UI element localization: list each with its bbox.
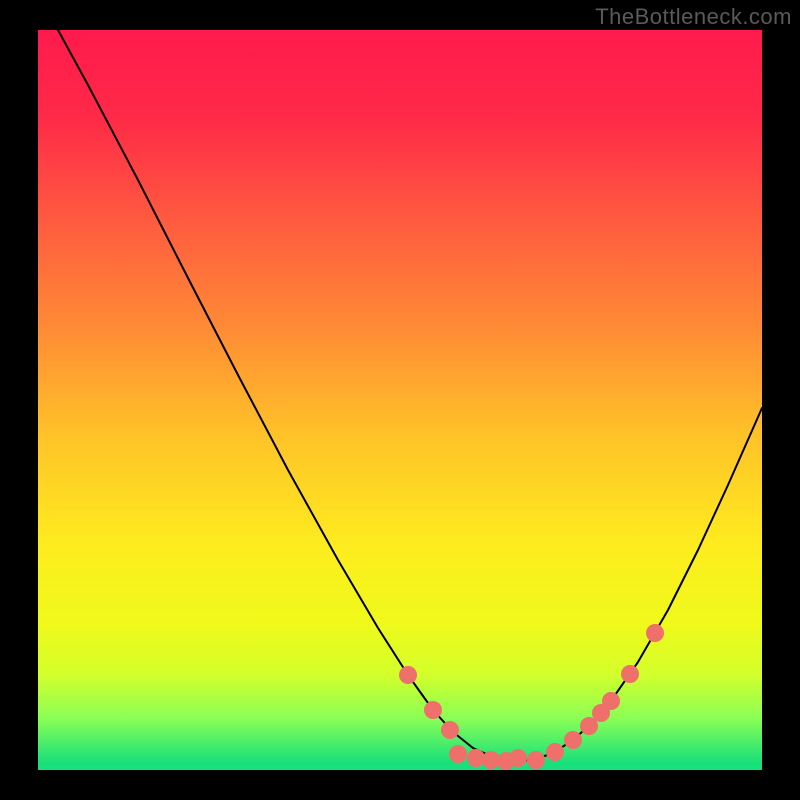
- curve-dot: [399, 666, 417, 684]
- curve-dot: [527, 751, 545, 769]
- curve-dot: [546, 743, 564, 761]
- watermark-text: TheBottleneck.com: [595, 4, 792, 30]
- curve-layer: [38, 30, 762, 770]
- curve-dot: [602, 692, 620, 710]
- curve-dots-group: [399, 624, 664, 770]
- curve-dot: [424, 701, 442, 719]
- curve-dot: [646, 624, 664, 642]
- bottleneck-curve: [58, 30, 762, 761]
- curve-dot: [564, 731, 582, 749]
- curve-dot: [441, 721, 459, 739]
- curve-dot: [621, 665, 639, 683]
- plot-area: [38, 30, 762, 770]
- curve-dot: [449, 745, 467, 763]
- curve-dot: [509, 749, 527, 767]
